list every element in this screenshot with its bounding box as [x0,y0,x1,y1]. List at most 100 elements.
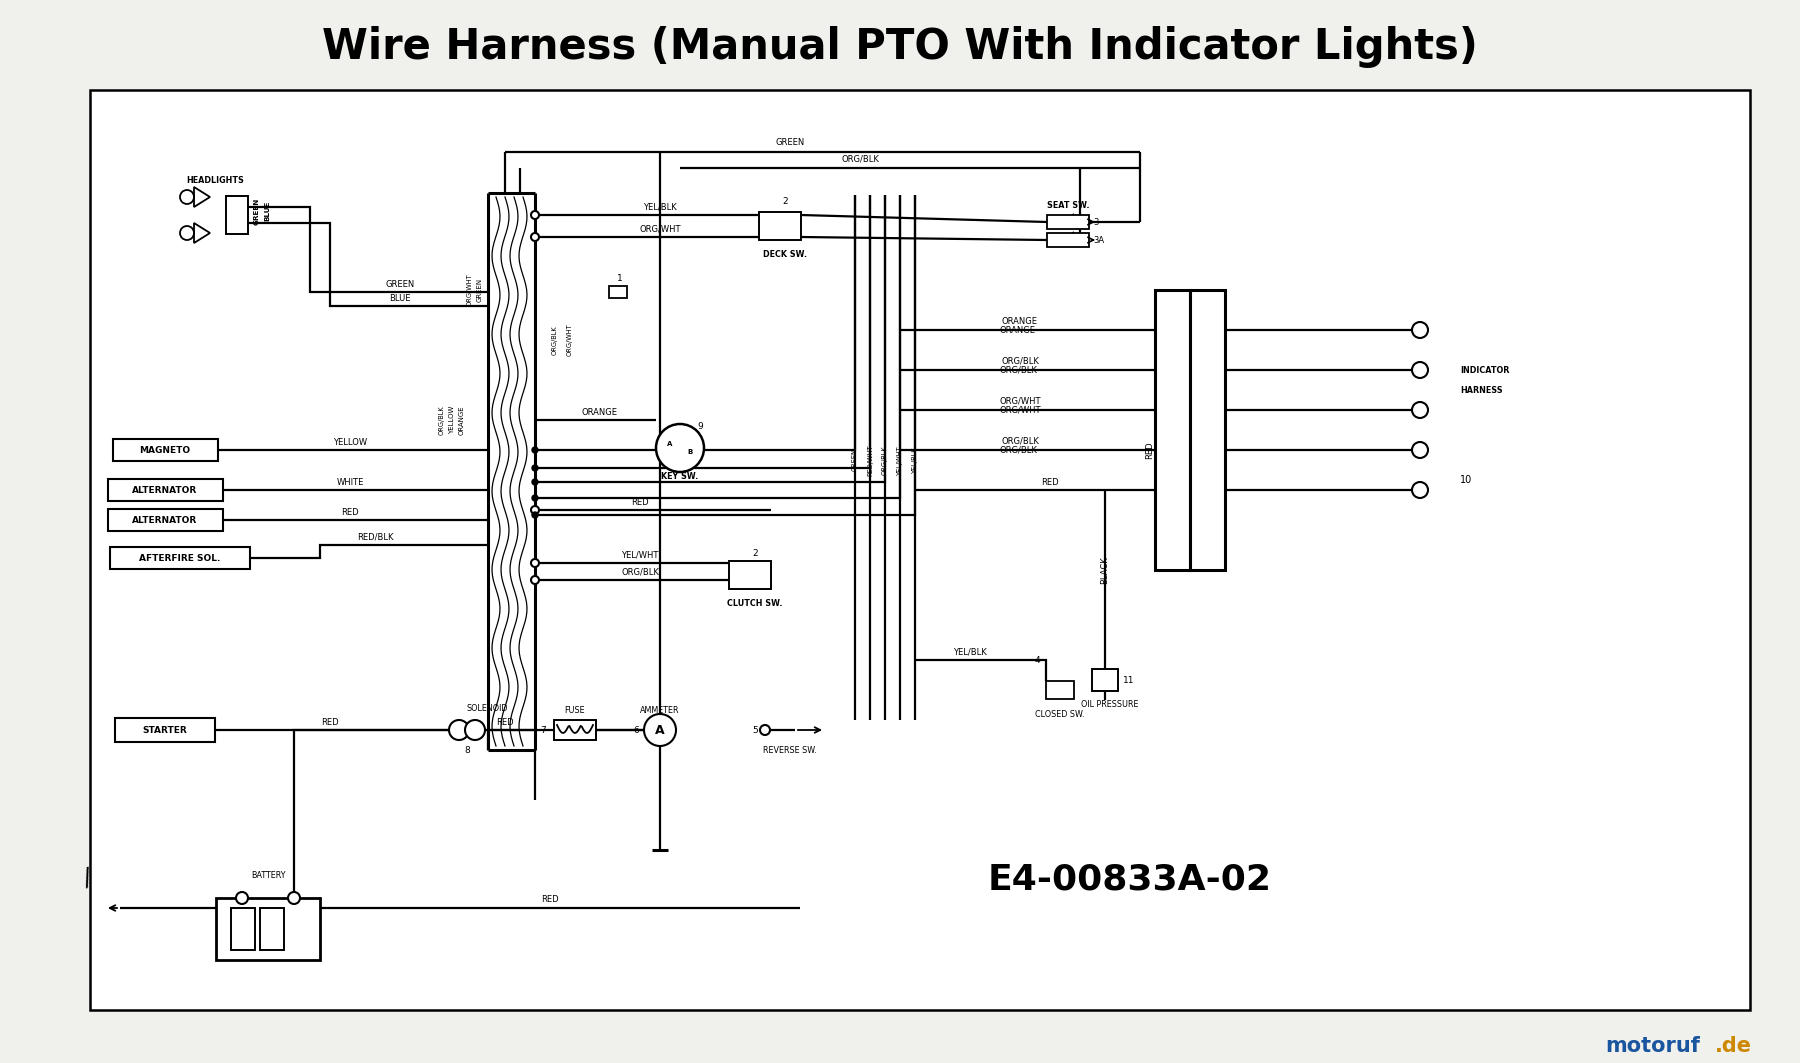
Circle shape [533,448,538,453]
Text: 2: 2 [783,197,788,205]
Text: YEL/WHT: YEL/WHT [896,445,904,475]
Text: ORG/BLK: ORG/BLK [553,325,558,355]
Text: ORANGE: ORANGE [581,407,617,417]
Text: GREEN: GREEN [385,280,414,288]
Text: HEADLIGHTS: HEADLIGHTS [185,175,245,185]
Text: GREEN: GREEN [254,198,259,224]
FancyBboxPatch shape [216,898,320,960]
FancyBboxPatch shape [760,212,801,240]
Text: ORG/BLK: ORG/BLK [1001,356,1039,366]
Text: CLOSED SW.: CLOSED SW. [1035,709,1085,719]
Circle shape [180,226,194,240]
Text: RED: RED [542,895,558,905]
Text: 6: 6 [634,726,639,735]
Text: ORANGE: ORANGE [459,405,464,435]
Circle shape [533,465,538,471]
FancyBboxPatch shape [112,439,218,461]
Text: ORG/WHT: ORG/WHT [466,273,473,306]
Text: GREEN: GREEN [776,137,805,147]
Text: motoruf: motoruf [1606,1036,1699,1056]
Circle shape [1411,402,1427,418]
Text: YELLOW: YELLOW [448,406,455,434]
Circle shape [531,506,538,514]
Circle shape [1411,322,1427,338]
Text: A: A [668,441,673,448]
Text: RED: RED [342,507,358,517]
Text: 8: 8 [464,745,470,755]
Text: A: A [655,724,664,737]
Text: ORG/BLK: ORG/BLK [621,568,659,576]
Text: E4-00833A-02: E4-00833A-02 [988,863,1273,897]
Text: CLUTCH SW.: CLUTCH SW. [727,598,783,607]
Text: YEL/BLK: YEL/BLK [643,202,677,212]
FancyBboxPatch shape [1046,681,1075,699]
FancyBboxPatch shape [259,908,284,950]
FancyBboxPatch shape [1048,215,1089,229]
Circle shape [655,424,704,472]
Text: REVERSE SW.: REVERSE SW. [763,745,817,755]
Circle shape [533,512,538,518]
FancyBboxPatch shape [110,547,250,569]
Text: RED/BLK: RED/BLK [356,533,392,541]
Text: YEL/BLK: YEL/BLK [913,446,918,473]
FancyBboxPatch shape [554,720,596,740]
Text: 3A: 3A [1093,236,1103,244]
Text: MAGNETO: MAGNETO [139,445,191,455]
Circle shape [448,720,470,740]
Text: .de: .de [1715,1036,1751,1056]
FancyBboxPatch shape [227,196,248,234]
Circle shape [464,720,484,740]
Text: RED/WHT: RED/WHT [868,444,873,476]
Text: BLACK: BLACK [1100,556,1109,584]
Text: ORANGE: ORANGE [1003,317,1039,325]
Text: ORG/WHT: ORG/WHT [999,396,1040,405]
Text: ORANGE: ORANGE [1001,325,1037,335]
Circle shape [1411,482,1427,497]
Text: 2: 2 [752,549,758,557]
Circle shape [236,892,248,904]
Text: ORG/WHT: ORG/WHT [639,224,680,234]
Text: STARTER: STARTER [142,726,187,735]
Circle shape [531,576,538,584]
Circle shape [1411,442,1427,458]
Text: YEL/BLK: YEL/BLK [954,647,986,657]
Text: 7: 7 [540,726,545,735]
Text: RED: RED [632,497,648,506]
Circle shape [533,479,538,485]
Circle shape [1411,362,1427,378]
Text: AMMETER: AMMETER [641,706,680,714]
Text: /: / [81,865,95,891]
FancyBboxPatch shape [608,286,626,298]
Text: ORG/BLK: ORG/BLK [841,154,878,164]
Circle shape [531,233,538,241]
FancyBboxPatch shape [115,718,214,742]
Text: FUSE: FUSE [565,706,585,714]
Circle shape [531,559,538,567]
Text: RED: RED [1145,441,1154,459]
Circle shape [531,210,538,219]
FancyBboxPatch shape [108,479,223,501]
Text: ORG/BLK: ORG/BLK [882,445,887,475]
Text: 11: 11 [1123,675,1134,685]
Text: ALTERNATOR: ALTERNATOR [133,516,198,524]
Text: RED: RED [497,718,513,726]
Text: 1: 1 [617,273,623,283]
Text: SOLENOID: SOLENOID [466,704,508,712]
FancyBboxPatch shape [108,509,223,532]
Text: HARNESS: HARNESS [1460,386,1503,394]
Text: ORG/WHT: ORG/WHT [567,323,572,356]
Text: DECK SW.: DECK SW. [763,250,806,258]
FancyBboxPatch shape [1048,233,1089,247]
Text: RED: RED [1040,477,1058,487]
Text: BLUE: BLUE [265,201,270,221]
Circle shape [760,725,770,735]
FancyBboxPatch shape [1190,290,1226,570]
FancyBboxPatch shape [230,908,256,950]
Circle shape [533,495,538,501]
Text: GREEN: GREEN [851,449,859,471]
Text: 10: 10 [1460,475,1472,485]
FancyBboxPatch shape [1156,290,1190,570]
Text: 4: 4 [1035,656,1040,664]
Text: 5: 5 [752,726,758,735]
Text: WHITE: WHITE [337,477,364,487]
